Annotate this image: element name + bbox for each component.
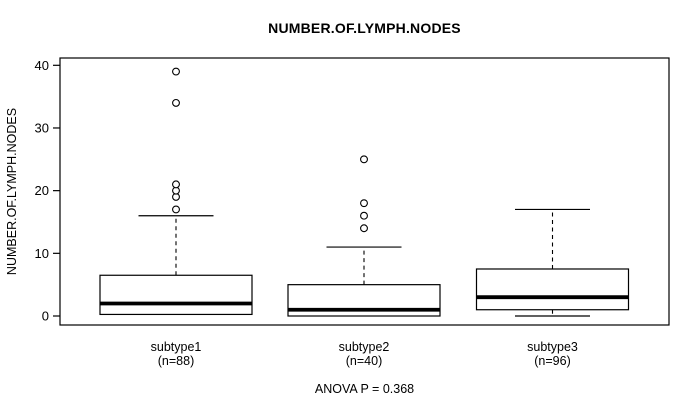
box-rect — [475, 268, 630, 311]
group-label: subtype3 — [527, 340, 578, 354]
outlier-point — [172, 67, 180, 76]
outlier-point — [172, 98, 180, 107]
y-tick-label: 10 — [35, 246, 49, 261]
outlier-point — [360, 211, 368, 220]
outlier-point — [360, 224, 368, 233]
group-sublabel: (n=96) — [534, 354, 570, 368]
y-tick-label: 20 — [35, 183, 49, 198]
group-label: subtype2 — [339, 340, 390, 354]
outlier-point — [172, 205, 180, 214]
group-sublabel: (n=40) — [346, 354, 382, 368]
y-tick-label: 30 — [35, 120, 49, 135]
group-sublabel: (n=88) — [158, 354, 194, 368]
y-tick-label: 0 — [42, 309, 49, 324]
outlier-point — [172, 180, 180, 189]
box-rect — [99, 274, 253, 316]
plot-frame — [59, 57, 670, 326]
y-axis-title: NUMBER.OF.LYMPH.NODES — [5, 108, 19, 275]
group-label: subtype1 — [151, 340, 202, 354]
anova-annotation: ANOVA P = 0.368 — [314, 382, 415, 396]
y-tick-label: 40 — [35, 58, 49, 73]
outlier-point — [360, 199, 368, 208]
chart-title: NUMBER.OF.LYMPH.NODES — [268, 20, 461, 36]
outlier-point — [360, 155, 368, 164]
